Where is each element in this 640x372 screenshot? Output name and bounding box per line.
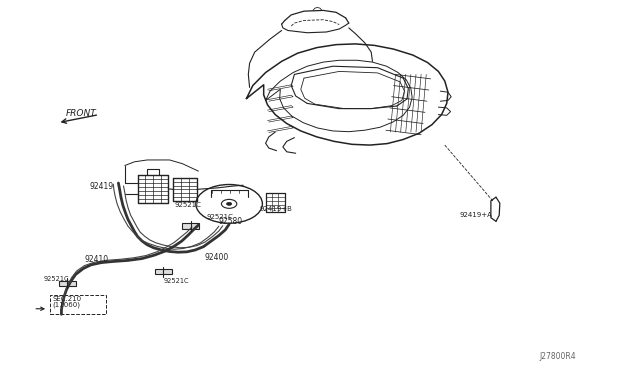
- Text: 92521C: 92521C: [44, 276, 69, 282]
- Text: 92521C: 92521C: [206, 214, 233, 219]
- Text: 92419+B: 92419+B: [259, 206, 292, 212]
- Text: FRONT: FRONT: [66, 109, 97, 118]
- Text: (11060): (11060): [52, 302, 81, 308]
- Bar: [50, 295, 106, 314]
- Text: 92521C: 92521C: [163, 278, 189, 284]
- Bar: [182, 224, 200, 229]
- Text: 92410: 92410: [84, 255, 109, 264]
- Bar: [59, 281, 76, 286]
- Circle shape: [227, 202, 232, 205]
- Text: SEC.210: SEC.210: [52, 296, 82, 302]
- Bar: [155, 269, 172, 274]
- Text: 92400: 92400: [205, 253, 229, 262]
- Text: 92521C: 92521C: [174, 202, 201, 208]
- Text: 92580: 92580: [219, 217, 243, 226]
- Text: 92419: 92419: [90, 182, 114, 191]
- Text: 92419+A: 92419+A: [460, 212, 492, 218]
- Text: J27800R4: J27800R4: [540, 352, 576, 361]
